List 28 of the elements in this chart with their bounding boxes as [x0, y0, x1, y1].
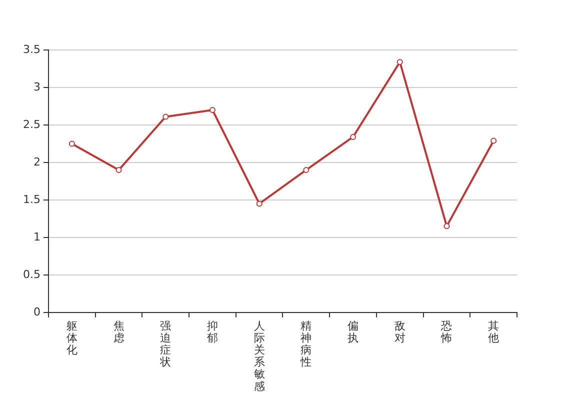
- y-tick-label: 2.5: [22, 118, 40, 131]
- x-tick-label: 其他: [488, 319, 500, 344]
- y-tick-label: 0: [33, 305, 40, 318]
- point: [209, 106, 216, 113]
- x-tick-label: 躯体化: [66, 319, 78, 357]
- point: [256, 200, 262, 207]
- x-tick-label: 抑郁: [206, 319, 218, 344]
- x-tick-label: 焦虑: [113, 319, 124, 344]
- x-tick-label: 偏执: [348, 319, 359, 344]
- x-tick-label: 精神病性: [300, 319, 312, 369]
- point: [68, 140, 75, 147]
- x-tick-label: 敌对: [394, 319, 406, 344]
- y-tick-label: 3: [33, 80, 40, 94]
- y-tick-label: 2: [33, 155, 40, 168]
- x-tick-label: 人际关系敏感: [254, 319, 265, 393]
- point: [303, 166, 310, 173]
- y-tick-label: 1.5: [22, 192, 40, 206]
- point: [116, 166, 122, 173]
- point: [396, 58, 403, 65]
- point: [444, 223, 450, 230]
- point: [490, 138, 497, 144]
- y-tick-label: 3.5: [22, 42, 40, 56]
- y-tick-label: 0.5: [22, 268, 40, 281]
- point: [350, 134, 356, 140]
- point: [162, 114, 169, 120]
- x-tick-label: 恐怖: [440, 319, 452, 344]
- y-tick-label: 1: [33, 230, 40, 244]
- x-tick-label: 强迫症状: [159, 319, 172, 369]
